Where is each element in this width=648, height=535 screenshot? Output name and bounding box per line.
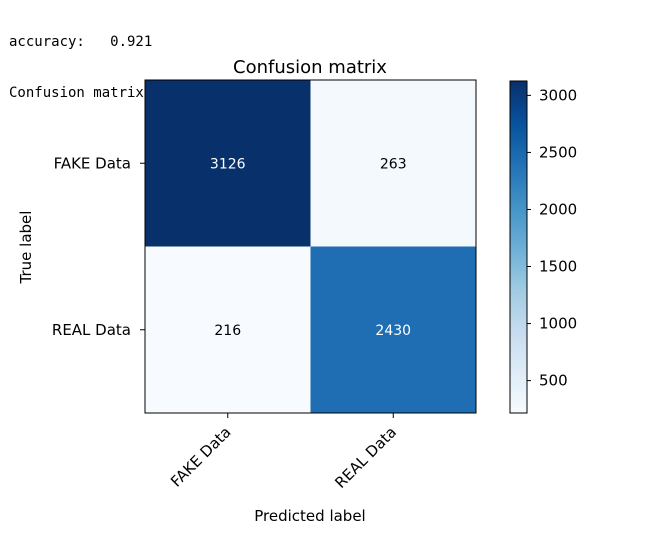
matrix-cell — [145, 246, 311, 413]
colorbar-tick-label: 500 — [539, 372, 568, 390]
x-tick-label: FAKE Data — [167, 423, 234, 490]
colorbar-tick-label: 2500 — [539, 143, 577, 161]
colorbar-tick-label: 1000 — [539, 315, 577, 333]
cell-value-label: 3126 — [210, 156, 246, 172]
chart-title: Confusion matrix — [233, 57, 387, 78]
y-tick-label: REAL Data — [52, 321, 131, 339]
cell-value-label: 263 — [380, 156, 407, 172]
colorbar-tick-label: 2000 — [539, 200, 577, 218]
cell-value-label: 2430 — [375, 323, 411, 339]
colorbar — [509, 80, 528, 414]
x-axis-label: Predicted label — [254, 507, 365, 525]
matrix-cell — [310, 246, 476, 413]
y-axis-label: True label — [17, 211, 35, 285]
accuracy-line: accuracy: 0.921 — [9, 34, 153, 50]
cell-value-label: 216 — [214, 323, 241, 339]
x-tick-label: REAL Data — [331, 423, 400, 492]
matrix-frame — [144, 79, 477, 414]
colorbar-tick-label: 1500 — [539, 258, 577, 276]
matrix-cell — [310, 80, 476, 247]
matrix-cell — [145, 80, 311, 247]
colorbar-tick-label: 3000 — [539, 86, 577, 104]
y-tick-label: FAKE Data — [54, 154, 131, 172]
